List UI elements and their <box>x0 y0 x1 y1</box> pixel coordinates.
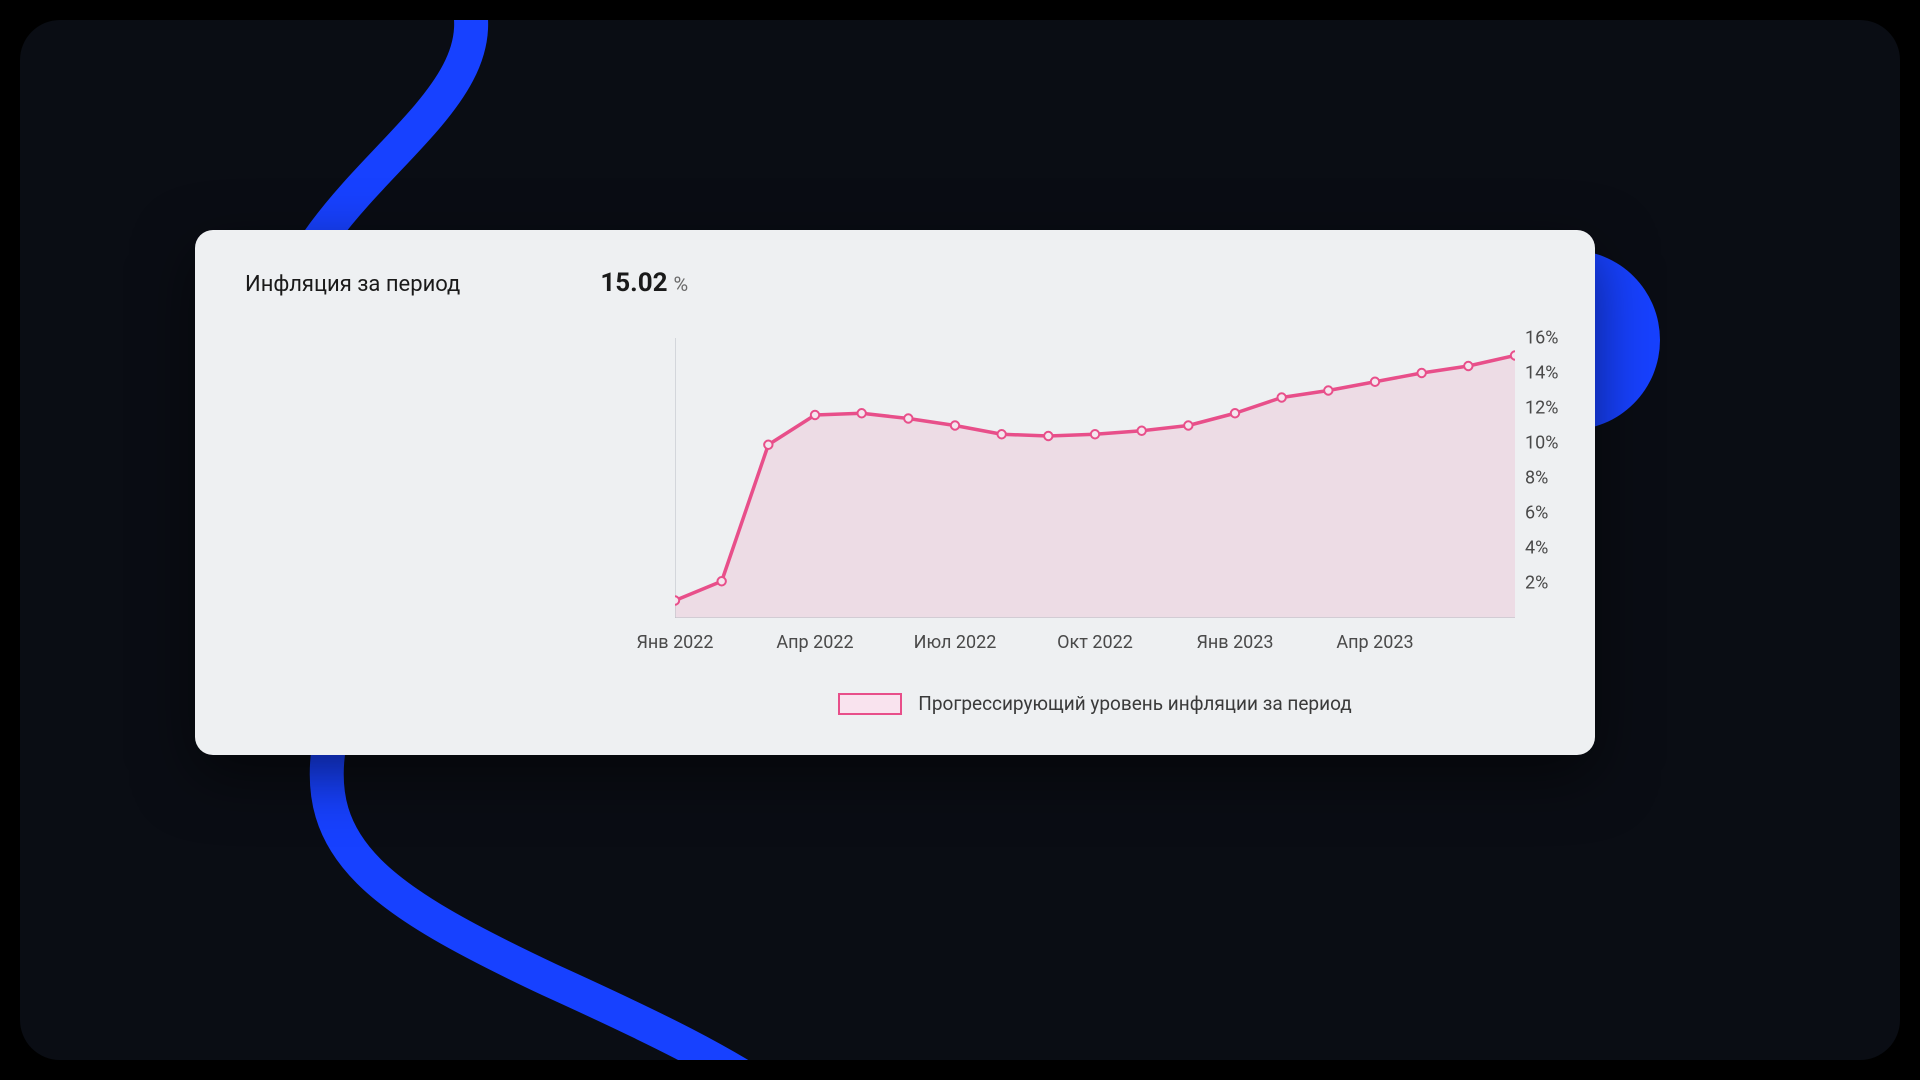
x-axis-ticks: Янв 2022Апр 2022Июл 2022Окт 2022Янв 2023… <box>675 632 1515 664</box>
chart-marker <box>1184 421 1192 429</box>
chart-marker <box>997 430 1005 438</box>
chart-marker <box>1417 369 1425 377</box>
chart-marker <box>764 441 772 449</box>
y-tick-label: 14% <box>1525 363 1558 384</box>
y-tick-label: 10% <box>1525 433 1558 454</box>
chart-marker <box>857 409 865 417</box>
chart-marker <box>1091 430 1099 438</box>
y-tick-label: 6% <box>1525 503 1548 524</box>
chart-marker <box>951 421 959 429</box>
x-tick-label: Апр 2023 <box>1336 632 1413 653</box>
y-tick-label: 2% <box>1525 573 1548 594</box>
chart-marker <box>675 596 679 604</box>
stage-panel: Инфляция за период 15.02% 2%4%6%8%10%12%… <box>20 20 1900 1060</box>
chart-marker <box>1137 427 1145 435</box>
plot-area: 2%4%6%8%10%12%14%16% <box>675 338 1515 618</box>
legend-swatch <box>838 693 902 715</box>
metric-value-group: 15.02% <box>600 268 688 298</box>
y-tick-label: 4% <box>1525 538 1548 559</box>
metric-label: Инфляция за период <box>245 272 460 297</box>
chart-marker <box>1231 409 1239 417</box>
chart-marker <box>1324 386 1332 394</box>
x-tick-label: Июл 2022 <box>914 632 997 653</box>
x-tick-label: Апр 2022 <box>776 632 853 653</box>
chart-marker <box>904 414 912 422</box>
metric-unit: % <box>674 272 689 296</box>
chart-wrap: 2%4%6%8%10%12%14%16% Янв 2022Апр 2022Июл… <box>675 338 1575 715</box>
metric-value: 15.02 <box>600 268 667 298</box>
chart-svg <box>675 338 1515 618</box>
x-tick-label: Янв 2023 <box>1196 632 1273 653</box>
chart-legend: Прогрессирующий уровень инфляции за пери… <box>675 692 1515 715</box>
legend-text: Прогрессирующий уровень инфляции за пери… <box>918 692 1351 715</box>
x-tick-label: Янв 2022 <box>636 632 713 653</box>
chart-marker <box>1371 378 1379 386</box>
chart-marker <box>717 577 725 585</box>
inflation-card: Инфляция за период 15.02% 2%4%6%8%10%12%… <box>195 230 1595 755</box>
y-tick-label: 16% <box>1525 328 1558 349</box>
chart-marker <box>1044 432 1052 440</box>
chart-marker <box>1511 351 1515 359</box>
chart-marker <box>811 411 819 419</box>
chart-marker <box>1277 393 1285 401</box>
chart-marker <box>1464 362 1472 370</box>
x-tick-label: Окт 2022 <box>1057 632 1133 653</box>
chart-area-fill <box>675 356 1515 619</box>
y-tick-label: 12% <box>1525 398 1558 419</box>
y-tick-label: 8% <box>1525 468 1548 489</box>
card-header: Инфляция за период 15.02% <box>245 268 1545 298</box>
